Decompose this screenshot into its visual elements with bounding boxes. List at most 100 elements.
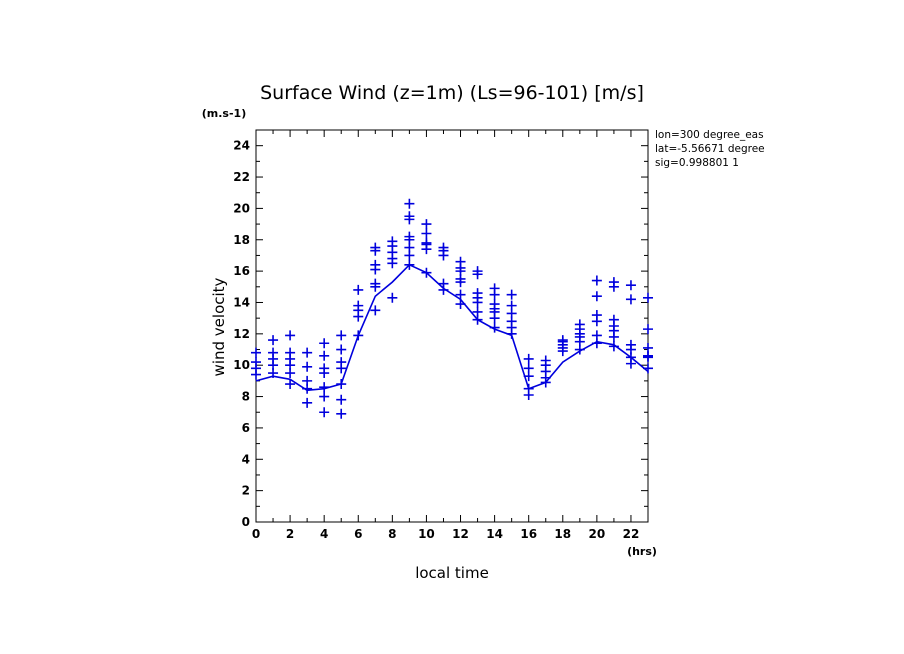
data-point <box>387 292 398 303</box>
data-point <box>404 231 415 242</box>
x-unit-label: (hrs) <box>627 545 657 558</box>
x-tick-label: 6 <box>354 527 362 541</box>
x-tick-label: 22 <box>623 527 640 541</box>
y-tick-label: 14 <box>233 295 250 309</box>
data-point <box>302 375 313 386</box>
y-tick-label: 2 <box>242 484 250 498</box>
info-lat: lat=-5.56671 degree <box>655 143 765 155</box>
data-point <box>591 310 602 321</box>
data-point <box>506 300 517 311</box>
data-point <box>608 277 619 288</box>
data-point <box>319 382 330 393</box>
data-point <box>387 236 398 247</box>
data-point <box>319 407 330 418</box>
data-point <box>336 379 347 390</box>
x-tick-label: 20 <box>589 527 606 541</box>
data-point <box>319 363 330 374</box>
data-point <box>523 383 534 394</box>
info-clip-mask <box>780 125 904 185</box>
y-tick-label: 16 <box>233 264 250 278</box>
y-tick-label: 10 <box>233 358 250 372</box>
data-point <box>404 211 415 222</box>
x-tick-label: 14 <box>486 527 503 541</box>
data-point <box>523 363 534 374</box>
data-point <box>285 379 296 390</box>
y-tick-label: 18 <box>233 233 250 247</box>
plot-frame <box>255 129 649 523</box>
data-point <box>643 342 653 353</box>
y-axis-label: wind velocity <box>210 277 228 376</box>
y-tick-label: 0 <box>242 515 250 529</box>
y-tick-label: 4 <box>242 452 250 466</box>
data-point <box>251 357 261 368</box>
x-tick-label: 18 <box>554 527 571 541</box>
data-point <box>472 266 483 277</box>
y-tick-label: 20 <box>233 201 250 215</box>
data-point <box>643 324 653 335</box>
x-tick-label: 16 <box>520 527 537 541</box>
data-point <box>455 299 466 310</box>
data-point <box>591 291 602 302</box>
data-point <box>643 292 653 303</box>
data-point <box>370 278 381 289</box>
data-point <box>421 237 432 248</box>
x-tick-label: 2 <box>286 527 294 541</box>
data-point <box>302 347 313 358</box>
x-axis-label: local time <box>415 564 489 582</box>
data-point <box>643 363 653 374</box>
data-point <box>574 319 585 330</box>
wind-series <box>251 198 653 419</box>
data-point <box>557 335 568 346</box>
data-point <box>523 353 534 364</box>
x-tick-label: 12 <box>452 527 469 541</box>
data-point <box>404 259 415 270</box>
x-tick-label: 8 <box>388 527 396 541</box>
data-point <box>472 288 483 299</box>
info-box: lon=300 degree_eas lat=-5.56671 degree s… <box>655 129 765 169</box>
data-point <box>370 259 381 270</box>
data-point <box>268 335 279 346</box>
data-point <box>489 322 500 333</box>
data-point <box>438 242 449 253</box>
y-tick-label: 22 <box>233 170 250 184</box>
data-point <box>472 306 483 317</box>
data-point <box>319 338 330 349</box>
data-point <box>302 361 313 372</box>
data-point <box>336 357 347 368</box>
info-sig: sig=0.998801 1 <box>655 157 739 169</box>
info-lon: lon=300 degree_eas <box>655 129 764 141</box>
data-point <box>404 198 415 209</box>
mean-line <box>255 263 649 392</box>
x-tick-label: 4 <box>320 527 328 541</box>
data-point <box>302 397 313 408</box>
data-point <box>370 305 381 316</box>
data-point <box>608 314 619 325</box>
data-point <box>336 330 347 341</box>
data-point <box>438 278 449 289</box>
x-tick-label: 10 <box>418 527 435 541</box>
data-point <box>353 330 364 341</box>
y-tick-label: 24 <box>233 139 250 153</box>
data-point <box>625 339 636 350</box>
data-point <box>421 219 432 230</box>
data-point <box>489 299 500 310</box>
data-point <box>251 347 261 358</box>
data-point <box>336 408 347 419</box>
y-tick-label: 8 <box>242 390 250 404</box>
data-point <box>268 347 279 358</box>
chart-title: Surface Wind (z=1m) (Ls=96-101) [m/s] <box>260 82 644 104</box>
data-point <box>336 394 347 405</box>
data-point <box>455 289 466 300</box>
x-tick-label: 0 <box>252 527 260 541</box>
data-point <box>353 284 364 295</box>
data-point <box>455 256 466 267</box>
y-tick-label: 12 <box>233 327 250 341</box>
data-point <box>285 347 296 358</box>
data-point <box>336 344 347 355</box>
data-point <box>591 330 602 341</box>
data-point <box>625 294 636 305</box>
data-point <box>608 341 619 352</box>
data-point <box>540 355 551 366</box>
data-point <box>353 300 364 311</box>
